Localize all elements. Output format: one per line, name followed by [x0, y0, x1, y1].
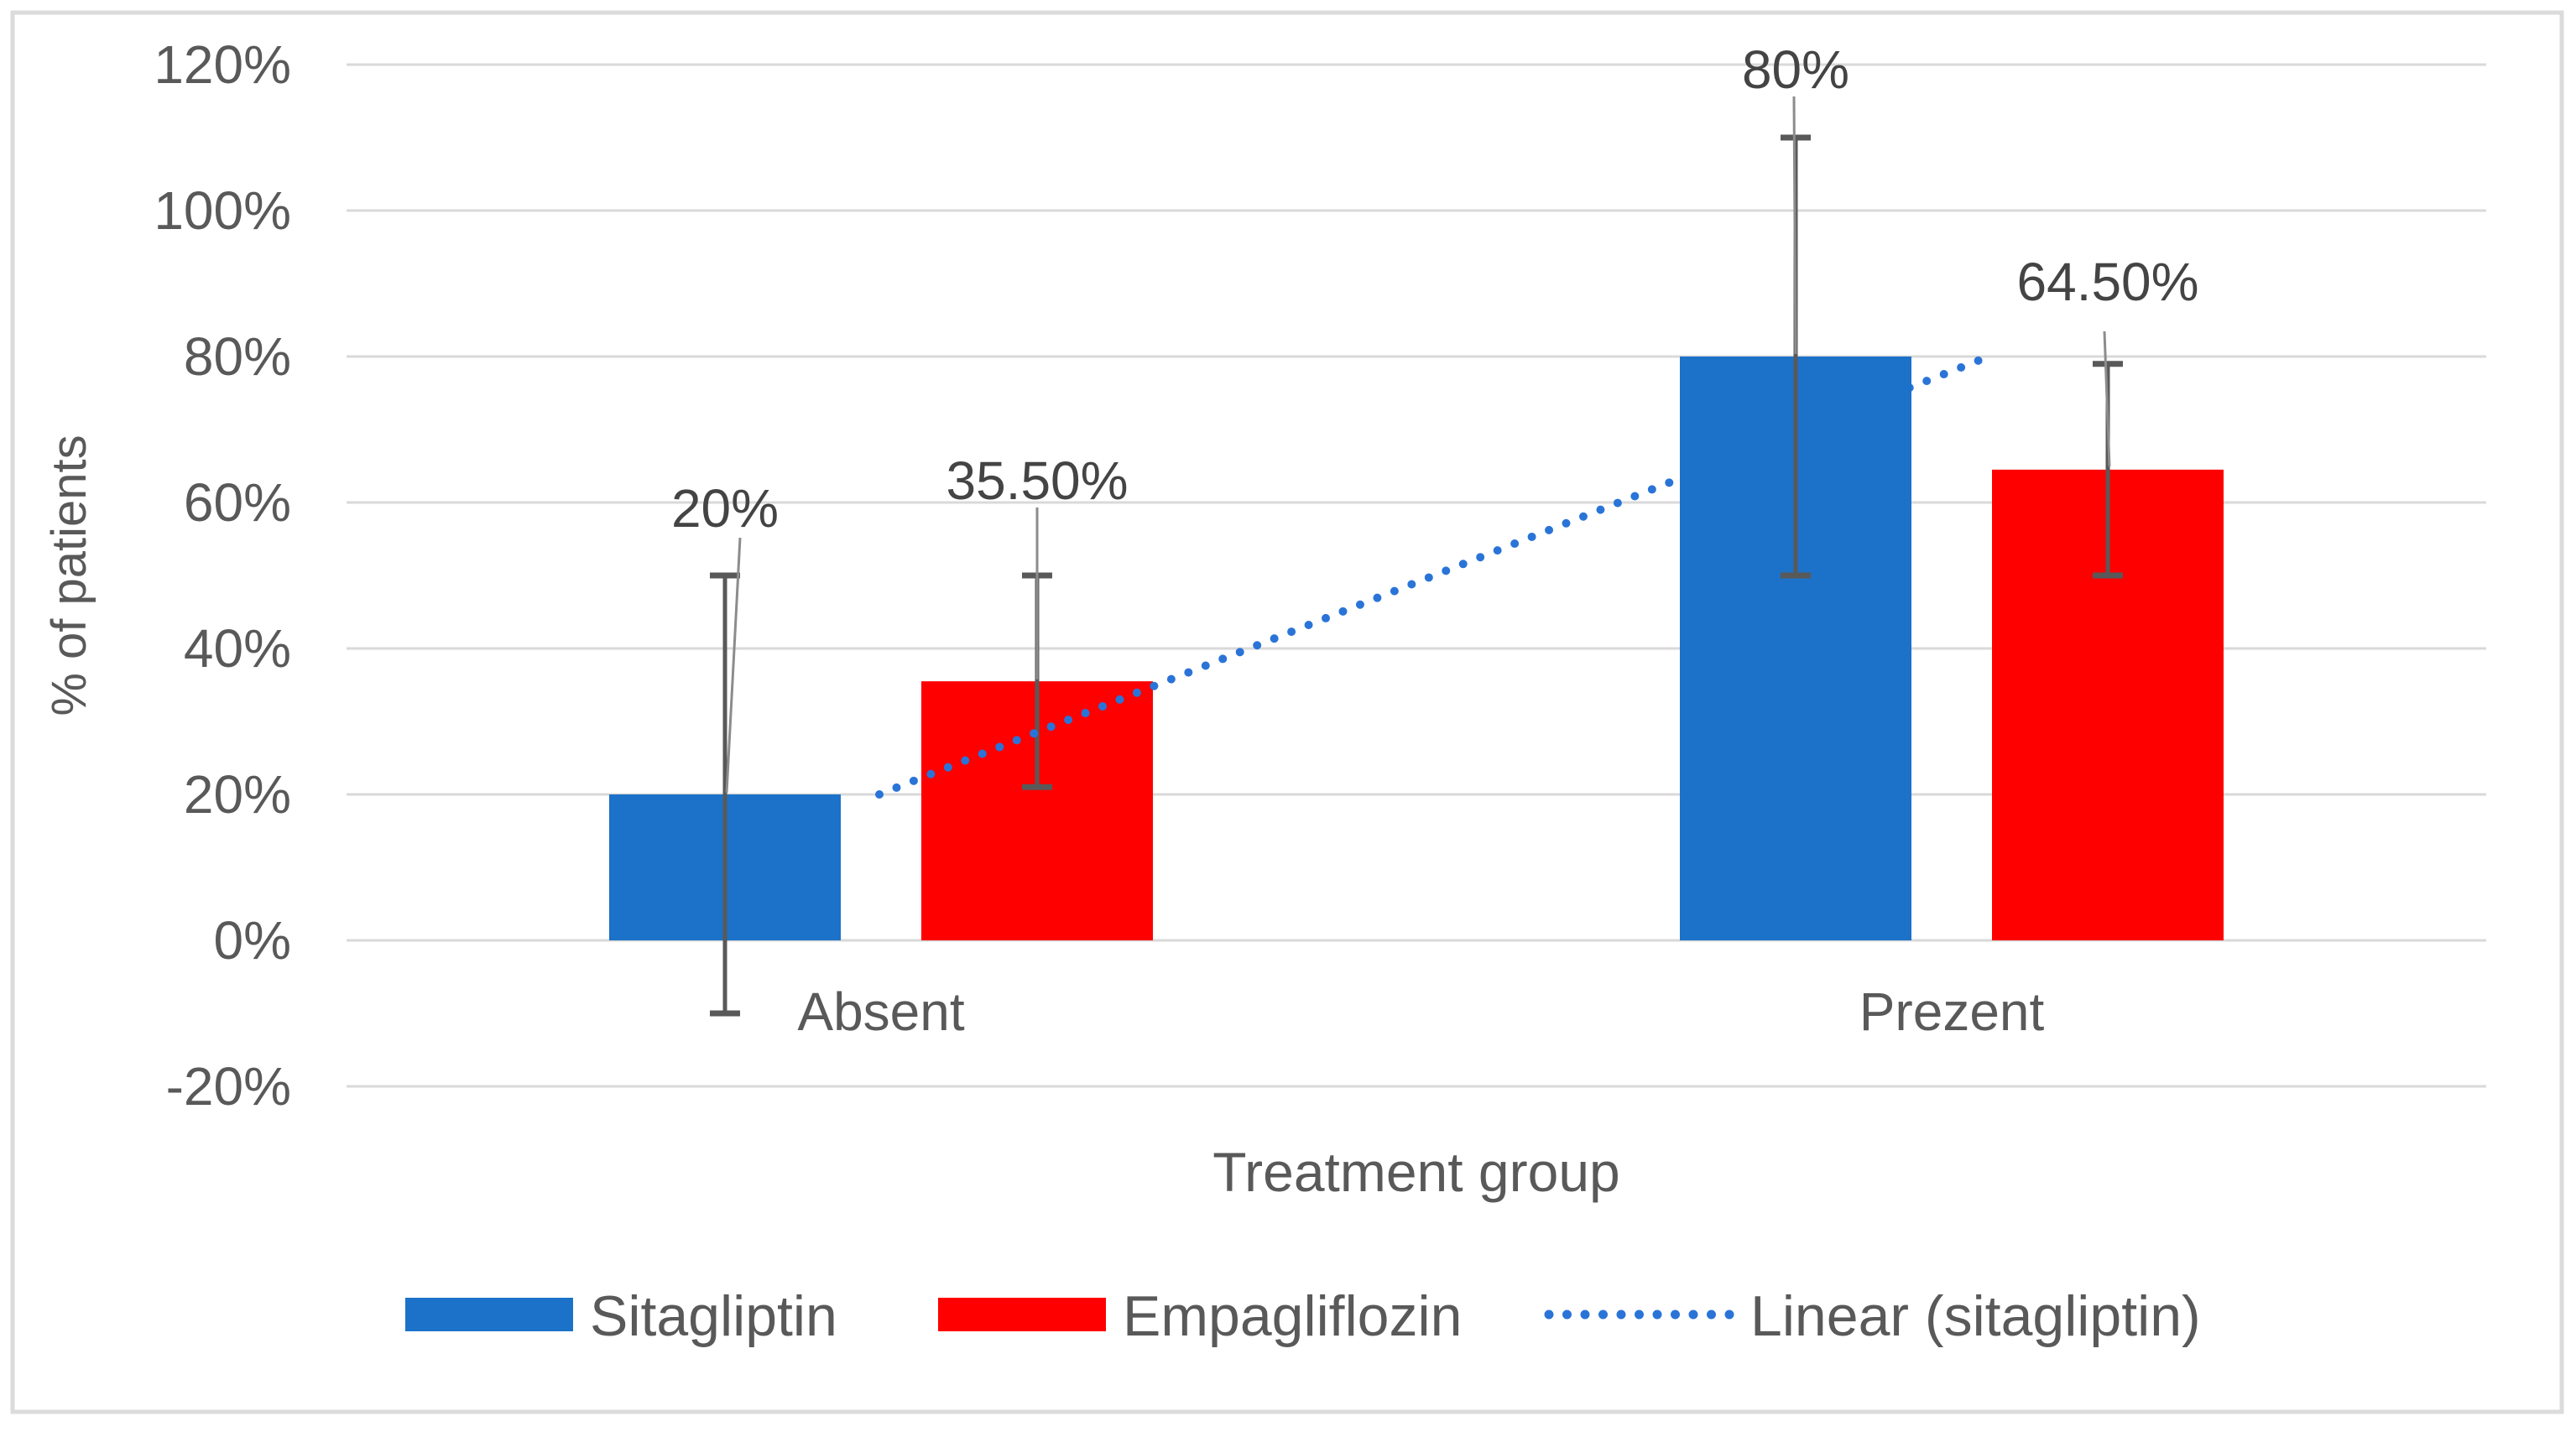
- y-tick-label: 60%: [184, 472, 291, 533]
- y-axis-title[interactable]: % of patients: [42, 435, 96, 716]
- data-label-sitagliptin-absent[interactable]: 20%: [671, 478, 779, 539]
- legend-label-empagliflozin[interactable]: Empagliflozin: [1123, 1284, 1462, 1348]
- legend-label-sitagliptin[interactable]: Sitagliptin: [590, 1284, 837, 1348]
- legend: Sitagliptin Empagliflozin Linear (sitagl…: [405, 1284, 2201, 1348]
- y-tick-label: -20%: [166, 1056, 291, 1117]
- x-category-label-prezent: Prezent: [1859, 981, 2045, 1042]
- legend-label-linear-trendline[interactable]: Linear (sitagliptin): [1750, 1284, 2201, 1348]
- plot-area: 20% 35.50% 80% 64.50%: [609, 39, 2224, 1017]
- data-label-empagliflozin-absent[interactable]: 35.50%: [946, 450, 1128, 511]
- data-label-empagliflozin-prezent[interactable]: 64.50%: [2016, 252, 2198, 312]
- y-tick-label: 0%: [214, 910, 292, 971]
- y-axis-tick-labels: 120% 100% 80% 60% 40% 20% 0% -20%: [154, 34, 291, 1117]
- legend-swatch-empagliflozin[interactable]: [938, 1298, 1106, 1331]
- data-label-leader-line: [1792, 96, 1797, 355]
- y-tick-label: 80%: [184, 326, 291, 387]
- chart-border: [10, 10, 2564, 1414]
- y-tick-label: 120%: [154, 34, 291, 95]
- y-tick-label: 40%: [184, 618, 291, 679]
- legend-swatch-sitagliptin[interactable]: [405, 1298, 573, 1331]
- y-tick-label: 100%: [154, 180, 291, 241]
- data-label-leader-line: [2103, 331, 2111, 467]
- data-label-leader-line: [725, 537, 742, 794]
- data-label-sitagliptin-prezent[interactable]: 80%: [1742, 39, 1849, 100]
- x-axis-title[interactable]: Treatment group: [1212, 1141, 1619, 1203]
- y-tick-label: 20%: [184, 764, 291, 825]
- error-bar-sitagliptin-absent: [710, 572, 740, 1017]
- x-category-label-absent: Absent: [797, 981, 964, 1042]
